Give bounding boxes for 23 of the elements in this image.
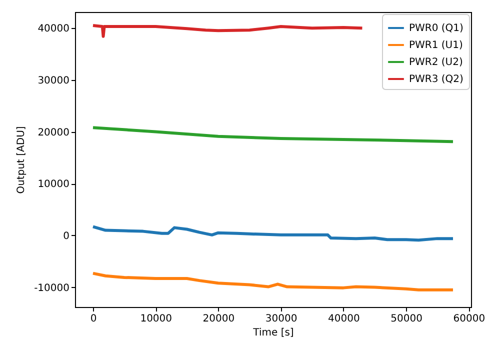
line-series — [92, 126, 454, 144]
x-tick-label: 20000 — [202, 314, 235, 324]
legend-label: PWR1 (U1) — [409, 40, 463, 51]
x-tick-label: 30000 — [265, 314, 298, 324]
y-axis-title: Output [ADU] — [16, 126, 28, 194]
legend-label: PWR3 (Q2) — [409, 74, 464, 85]
x-axis-title: Time [s] — [252, 328, 294, 338]
x-tick-label: 40000 — [328, 314, 360, 324]
legend-label: PWR2 (U2) — [409, 57, 463, 68]
x-tick-label: 10000 — [140, 314, 172, 324]
x-tick-label: 60000 — [453, 314, 486, 324]
line-series — [92, 272, 454, 292]
y-tick-label: 10000 — [38, 179, 70, 190]
line-series — [92, 225, 454, 242]
legend-label: PWR0 (Q1) — [409, 23, 464, 34]
x-tick-label: 50000 — [390, 314, 422, 324]
y-tick-label: 0 — [63, 230, 70, 242]
y-tick-label: 40000 — [38, 24, 70, 35]
y-tick-label: -10000 — [34, 282, 70, 294]
line-series — [92, 24, 364, 38]
y-tick-label: 20000 — [38, 127, 70, 138]
y-tick-label: 30000 — [38, 75, 70, 86]
x-tick-label: 0 — [90, 314, 97, 324]
